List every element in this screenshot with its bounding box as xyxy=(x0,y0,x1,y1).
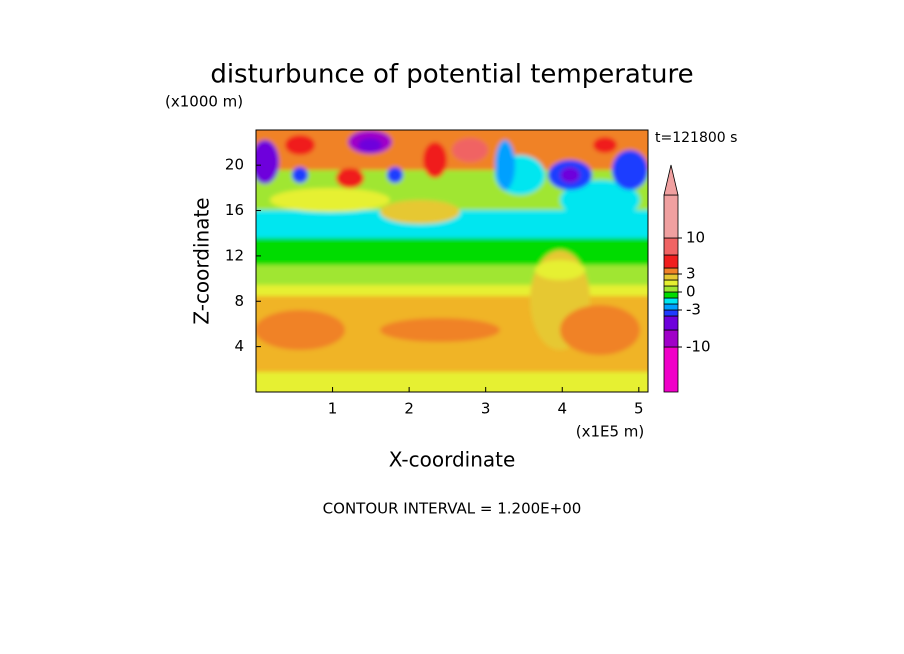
y-tick-label: 8 xyxy=(234,292,244,310)
plot-frame xyxy=(255,129,649,393)
x-tick-label: 5 xyxy=(634,400,644,418)
colorbar-box xyxy=(663,291,679,299)
colorbar-box xyxy=(663,346,679,393)
colorbar-tick-label: -3 xyxy=(686,301,701,319)
x-tick-label: 2 xyxy=(404,400,414,418)
time-label: t=121800 s xyxy=(655,130,737,146)
y-axis-label: Z-coordinate xyxy=(190,197,214,324)
colorbar-box xyxy=(663,329,679,348)
colorbar-box xyxy=(663,309,679,317)
colorbar-box xyxy=(663,279,679,287)
colorbar-box xyxy=(663,194,679,239)
y-tick-label: 16 xyxy=(225,201,244,219)
x-tick-label: 4 xyxy=(557,400,567,418)
chart-title: disturbunce of potential temperature xyxy=(210,60,693,90)
colorbar-box xyxy=(663,267,679,275)
footer: CONTOUR INTERVAL = 1.200E+00 xyxy=(323,500,582,518)
colorbar-box xyxy=(663,285,679,293)
colorbar-tick-label: -10 xyxy=(686,338,711,356)
x-axis-label: X-coordinate xyxy=(389,448,516,472)
y-tick-label: 12 xyxy=(225,246,244,264)
y-unit: (x1000 m) xyxy=(165,93,243,111)
colorbar-tick-label: 3 xyxy=(686,265,696,283)
x-tick-label: 3 xyxy=(481,400,491,418)
colorbar-box xyxy=(663,297,679,305)
contour-field xyxy=(256,130,648,392)
x-unit: (x1E5 m) xyxy=(576,423,645,441)
y-tick-label: 4 xyxy=(234,337,244,355)
colorbar-box xyxy=(663,254,679,269)
y-tick-label: 20 xyxy=(225,156,244,174)
colorbar-tick-label: 0 xyxy=(686,283,696,301)
colorbar-tick-label: 10 xyxy=(686,229,705,247)
colorbar-box xyxy=(663,315,679,331)
colorbar-box xyxy=(663,273,679,281)
colorbar-box xyxy=(663,303,679,311)
colorbar-box xyxy=(663,237,679,256)
colorbar-extend xyxy=(663,164,679,196)
x-tick-label: 1 xyxy=(328,400,338,418)
